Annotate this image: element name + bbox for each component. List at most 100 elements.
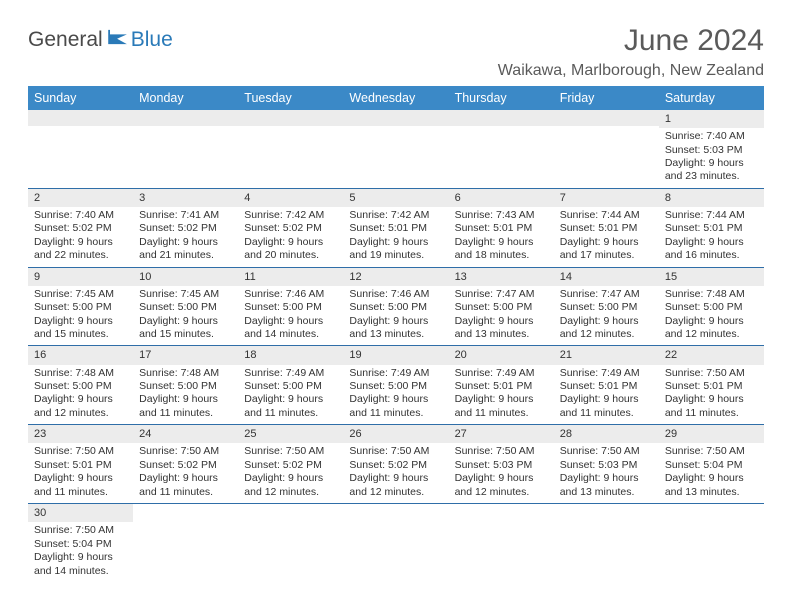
calendar-row: 30Sunrise: 7:50 AMSunset: 5:04 PMDayligh… <box>28 504 764 582</box>
sunset-text: Sunset: 5:00 PM <box>665 301 758 314</box>
sunset-text: Sunset: 5:00 PM <box>34 380 127 393</box>
daylight-text: Daylight: 9 hours and 13 minutes. <box>560 472 653 499</box>
day-number <box>343 110 448 126</box>
day-body: Sunrise: 7:50 AMSunset: 5:01 PMDaylight:… <box>28 443 133 503</box>
day-number: 1 <box>659 110 764 128</box>
sunrise-text: Sunrise: 7:47 AM <box>455 288 548 301</box>
calendar-cell: 4Sunrise: 7:42 AMSunset: 5:02 PMDaylight… <box>238 188 343 267</box>
day-body: Sunrise: 7:49 AMSunset: 5:00 PMDaylight:… <box>238 365 343 425</box>
sunrise-text: Sunrise: 7:50 AM <box>665 445 758 458</box>
calendar-cell <box>238 504 343 582</box>
day-body <box>133 520 238 526</box>
sunrise-text: Sunrise: 7:47 AM <box>560 288 653 301</box>
sunset-text: Sunset: 5:01 PM <box>349 222 442 235</box>
sunrise-text: Sunrise: 7:46 AM <box>349 288 442 301</box>
sunset-text: Sunset: 5:04 PM <box>665 459 758 472</box>
sunset-text: Sunset: 5:01 PM <box>560 380 653 393</box>
calendar-cell <box>133 110 238 188</box>
calendar-cell <box>659 504 764 582</box>
day-body <box>554 126 659 132</box>
sunrise-text: Sunrise: 7:50 AM <box>139 445 232 458</box>
logo-text-2: Blue <box>131 28 173 52</box>
day-number: 14 <box>554 268 659 286</box>
sunrise-text: Sunrise: 7:49 AM <box>349 367 442 380</box>
day-body <box>554 520 659 526</box>
calendar-cell: 5Sunrise: 7:42 AMSunset: 5:01 PMDaylight… <box>343 188 448 267</box>
calendar-header-row: Sunday Monday Tuesday Wednesday Thursday… <box>28 86 764 110</box>
sunset-text: Sunset: 5:02 PM <box>349 459 442 472</box>
calendar-cell <box>554 504 659 582</box>
sunrise-text: Sunrise: 7:49 AM <box>560 367 653 380</box>
daylight-text: Daylight: 9 hours and 15 minutes. <box>34 315 127 342</box>
calendar-cell: 24Sunrise: 7:50 AMSunset: 5:02 PMDayligh… <box>133 425 238 504</box>
sunset-text: Sunset: 5:04 PM <box>34 538 127 551</box>
day-body: Sunrise: 7:40 AMSunset: 5:03 PMDaylight:… <box>659 128 764 188</box>
day-number: 6 <box>449 189 554 207</box>
day-body <box>449 520 554 526</box>
calendar-cell: 25Sunrise: 7:50 AMSunset: 5:02 PMDayligh… <box>238 425 343 504</box>
daylight-text: Daylight: 9 hours and 12 minutes. <box>665 315 758 342</box>
calendar-row: 16Sunrise: 7:48 AMSunset: 5:00 PMDayligh… <box>28 346 764 425</box>
daylight-text: Daylight: 9 hours and 12 minutes. <box>244 472 337 499</box>
day-body: Sunrise: 7:49 AMSunset: 5:01 PMDaylight:… <box>449 365 554 425</box>
day-body: Sunrise: 7:47 AMSunset: 5:00 PMDaylight:… <box>449 286 554 346</box>
calendar-cell: 30Sunrise: 7:50 AMSunset: 5:04 PMDayligh… <box>28 504 133 582</box>
day-number <box>28 110 133 126</box>
daylight-text: Daylight: 9 hours and 11 minutes. <box>455 393 548 420</box>
calendar-row: 9Sunrise: 7:45 AMSunset: 5:00 PMDaylight… <box>28 267 764 346</box>
day-number: 21 <box>554 346 659 364</box>
day-number <box>449 110 554 126</box>
header: General Blue June 2024 Waikawa, Marlboro… <box>28 24 764 80</box>
sunrise-text: Sunrise: 7:40 AM <box>34 209 127 222</box>
sunrise-text: Sunrise: 7:49 AM <box>244 367 337 380</box>
sunrise-text: Sunrise: 7:42 AM <box>244 209 337 222</box>
daylight-text: Daylight: 9 hours and 22 minutes. <box>34 236 127 263</box>
sunrise-text: Sunrise: 7:44 AM <box>665 209 758 222</box>
day-body: Sunrise: 7:47 AMSunset: 5:00 PMDaylight:… <box>554 286 659 346</box>
daylight-text: Daylight: 9 hours and 11 minutes. <box>139 393 232 420</box>
sunset-text: Sunset: 5:01 PM <box>455 222 548 235</box>
calendar-cell: 17Sunrise: 7:48 AMSunset: 5:00 PMDayligh… <box>133 346 238 425</box>
location: Waikawa, Marlborough, New Zealand <box>498 62 764 80</box>
sunrise-text: Sunrise: 7:42 AM <box>349 209 442 222</box>
day-body: Sunrise: 7:50 AMSunset: 5:02 PMDaylight:… <box>238 443 343 503</box>
sunset-text: Sunset: 5:02 PM <box>244 459 337 472</box>
sunrise-text: Sunrise: 7:50 AM <box>560 445 653 458</box>
day-body: Sunrise: 7:46 AMSunset: 5:00 PMDaylight:… <box>238 286 343 346</box>
day-body: Sunrise: 7:40 AMSunset: 5:02 PMDaylight:… <box>28 207 133 267</box>
day-number: 2 <box>28 189 133 207</box>
day-body: Sunrise: 7:50 AMSunset: 5:04 PMDaylight:… <box>28 522 133 582</box>
day-number: 10 <box>133 268 238 286</box>
daylight-text: Daylight: 9 hours and 11 minutes. <box>349 393 442 420</box>
calendar-cell <box>28 110 133 188</box>
sunset-text: Sunset: 5:02 PM <box>139 459 232 472</box>
day-number: 26 <box>343 425 448 443</box>
daylight-text: Daylight: 9 hours and 11 minutes. <box>665 393 758 420</box>
day-number: 25 <box>238 425 343 443</box>
sunset-text: Sunset: 5:03 PM <box>560 459 653 472</box>
daylight-text: Daylight: 9 hours and 11 minutes. <box>139 472 232 499</box>
sunset-text: Sunset: 5:01 PM <box>665 380 758 393</box>
calendar-table: Sunday Monday Tuesday Wednesday Thursday… <box>28 86 764 582</box>
sunrise-text: Sunrise: 7:48 AM <box>139 367 232 380</box>
sunrise-text: Sunrise: 7:45 AM <box>34 288 127 301</box>
sunrise-text: Sunrise: 7:45 AM <box>139 288 232 301</box>
day-body: Sunrise: 7:48 AMSunset: 5:00 PMDaylight:… <box>659 286 764 346</box>
sunrise-text: Sunrise: 7:44 AM <box>560 209 653 222</box>
sunrise-text: Sunrise: 7:50 AM <box>244 445 337 458</box>
day-number: 4 <box>238 189 343 207</box>
sunset-text: Sunset: 5:00 PM <box>34 301 127 314</box>
daylight-text: Daylight: 9 hours and 13 minutes. <box>349 315 442 342</box>
sunset-text: Sunset: 5:00 PM <box>244 380 337 393</box>
day-number: 5 <box>343 189 448 207</box>
calendar-cell <box>343 504 448 582</box>
calendar-cell: 15Sunrise: 7:48 AMSunset: 5:00 PMDayligh… <box>659 267 764 346</box>
calendar-row: 1Sunrise: 7:40 AMSunset: 5:03 PMDaylight… <box>28 110 764 188</box>
day-number: 19 <box>343 346 448 364</box>
calendar-cell: 9Sunrise: 7:45 AMSunset: 5:00 PMDaylight… <box>28 267 133 346</box>
sunset-text: Sunset: 5:00 PM <box>349 301 442 314</box>
calendar-cell: 2Sunrise: 7:40 AMSunset: 5:02 PMDaylight… <box>28 188 133 267</box>
day-body: Sunrise: 7:50 AMSunset: 5:02 PMDaylight:… <box>133 443 238 503</box>
day-number: 7 <box>554 189 659 207</box>
day-body <box>343 126 448 132</box>
